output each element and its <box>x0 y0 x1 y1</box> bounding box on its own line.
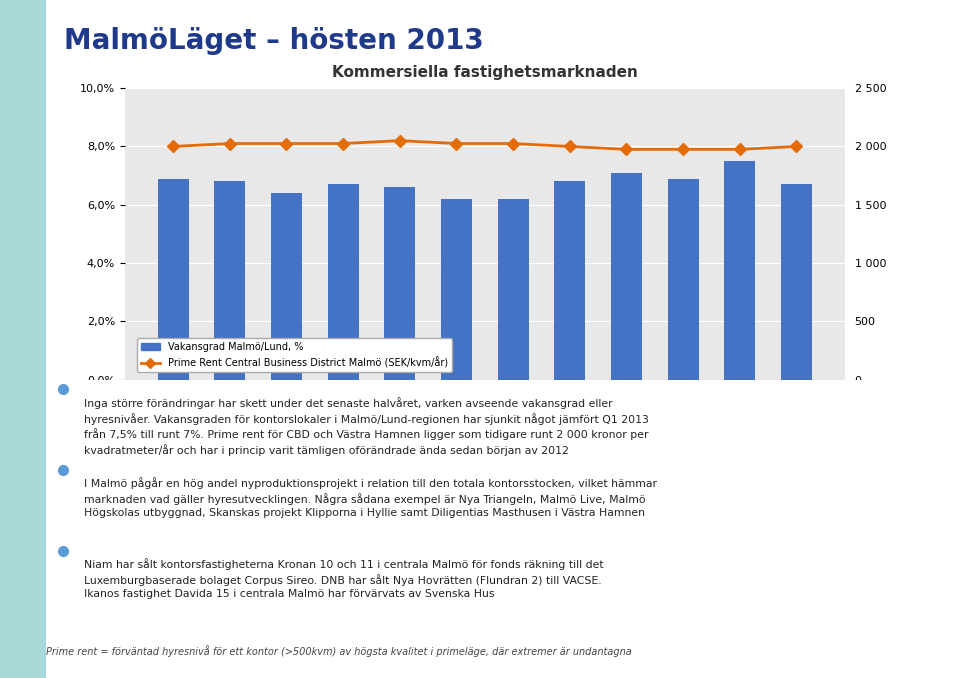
Text: Niam har sålt kontorsfastigheterna Kronan 10 och 11 i centrala Malmö för fonds r: Niam har sålt kontorsfastigheterna Krona… <box>84 558 604 599</box>
Text: MalmöLäget – hösten 2013: MalmöLäget – hösten 2013 <box>64 26 484 55</box>
Bar <box>271 193 302 380</box>
Bar <box>724 161 756 380</box>
Bar <box>214 182 246 380</box>
Bar <box>554 182 586 380</box>
Bar <box>157 178 189 380</box>
Text: I Malmö pågår en hög andel nyproduktionsprojekt i relation till den totala konto: I Malmö pågår en hög andel nyproduktions… <box>84 477 658 518</box>
Bar <box>667 178 699 380</box>
Bar <box>780 184 812 380</box>
Text: Prime rent = förväntad hyresnivå för ett kontor (>500kvm) av högsta kvalitet i p: Prime rent = förväntad hyresnivå för ett… <box>46 645 632 657</box>
Bar <box>441 199 472 380</box>
Bar <box>611 173 642 380</box>
Legend: Vakansgrad Malmö/Lund, %, Prime Rent Central Business District Malmö (SEK/kvm/år: Vakansgrad Malmö/Lund, %, Prime Rent Cen… <box>137 338 452 372</box>
Text: Inga större förändringar har skett under det senaste halvåret, varken avseende v: Inga större förändringar har skett under… <box>84 397 649 456</box>
Bar <box>497 199 529 380</box>
Bar <box>384 187 416 380</box>
Bar <box>327 184 359 380</box>
Title: Kommersiella fastighetsmarknaden: Kommersiella fastighetsmarknaden <box>332 65 637 80</box>
